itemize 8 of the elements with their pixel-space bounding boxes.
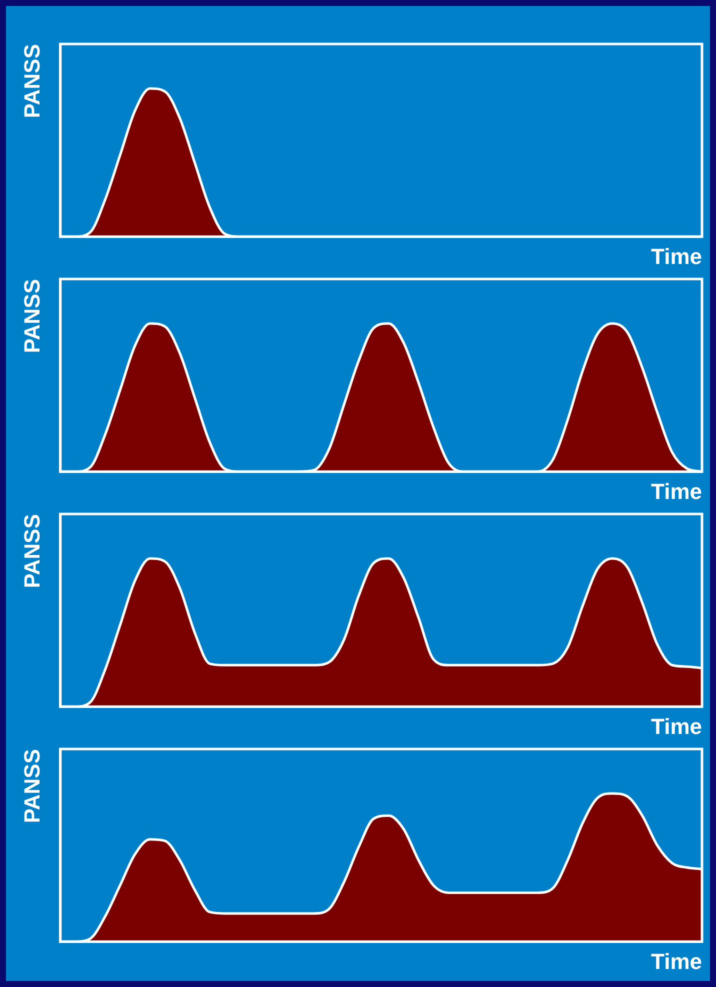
x-axis-title: Time [651, 714, 702, 739]
y-axis-title: PANSS [19, 44, 44, 118]
x-axis-title: Time [651, 244, 702, 269]
x-axis-title: Time [651, 478, 702, 504]
y-axis-title: PANSS [19, 279, 44, 354]
y-axis-title: PANSS [19, 749, 44, 824]
y-axis-title: PANSS [19, 514, 44, 588]
x-axis-title: Time [651, 948, 702, 974]
